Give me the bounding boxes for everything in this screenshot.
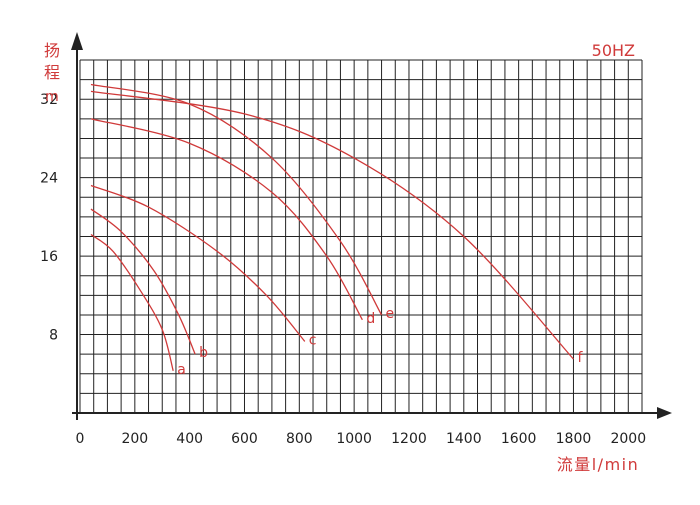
x-tick-label: 400 bbox=[176, 431, 203, 447]
y-axis-label-line-1: 扬 bbox=[44, 41, 60, 60]
series-label-f: f bbox=[577, 350, 583, 366]
y-tick-label: 16 bbox=[40, 249, 58, 265]
x-axis-arrow bbox=[657, 407, 672, 419]
series-label-c: c bbox=[309, 332, 317, 348]
series-label-a: a bbox=[177, 362, 186, 378]
x-tick-label: 200 bbox=[121, 431, 148, 447]
series-labels: ab c d e f bbox=[177, 306, 583, 378]
series-line-b bbox=[90, 208, 196, 355]
y-tick-label: 24 bbox=[40, 171, 58, 187]
y-axis-arrow bbox=[71, 32, 83, 50]
x-tick-label: 1400 bbox=[446, 431, 482, 447]
series-line-d bbox=[90, 118, 363, 321]
x-tick-label: 600 bbox=[231, 431, 258, 447]
y-axis-label-line-2: 程 bbox=[44, 63, 60, 82]
y-tick-label: 8 bbox=[49, 328, 58, 344]
series-line-f bbox=[90, 90, 574, 360]
series-label-b: b bbox=[199, 345, 208, 361]
series-curves bbox=[90, 83, 574, 372]
series-label-e: e bbox=[386, 306, 395, 322]
x-tick-label: 1600 bbox=[501, 431, 537, 447]
grid bbox=[79, 59, 643, 414]
series-line-e bbox=[90, 83, 383, 316]
x-axis-label: 流量l/min bbox=[557, 455, 640, 474]
x-tick-label: 800 bbox=[286, 431, 313, 447]
y-tick-label: 32 bbox=[40, 92, 58, 108]
x-tick-label: 1000 bbox=[336, 431, 372, 447]
x-tick-labels: 0 200 400 600 800 1000 1200 1400 1600 1800 2000 bbox=[76, 431, 647, 447]
y-axis-label: 扬 程 m bbox=[44, 41, 60, 105]
series-label-d: d bbox=[366, 311, 375, 327]
x-tick-label: 2000 bbox=[610, 431, 646, 447]
series-line-c bbox=[90, 184, 306, 342]
y-axis-label-line-3: m bbox=[45, 89, 59, 105]
x-tick-label: 1800 bbox=[556, 431, 592, 447]
x-tick-label: 1200 bbox=[391, 431, 427, 447]
frequency-badge: 50HZ bbox=[592, 41, 635, 60]
series-line-a bbox=[90, 234, 174, 372]
x-tick-label: 0 bbox=[76, 431, 85, 447]
y-tick-labels: 8 16 24 32 bbox=[40, 92, 58, 343]
axes bbox=[71, 32, 672, 420]
